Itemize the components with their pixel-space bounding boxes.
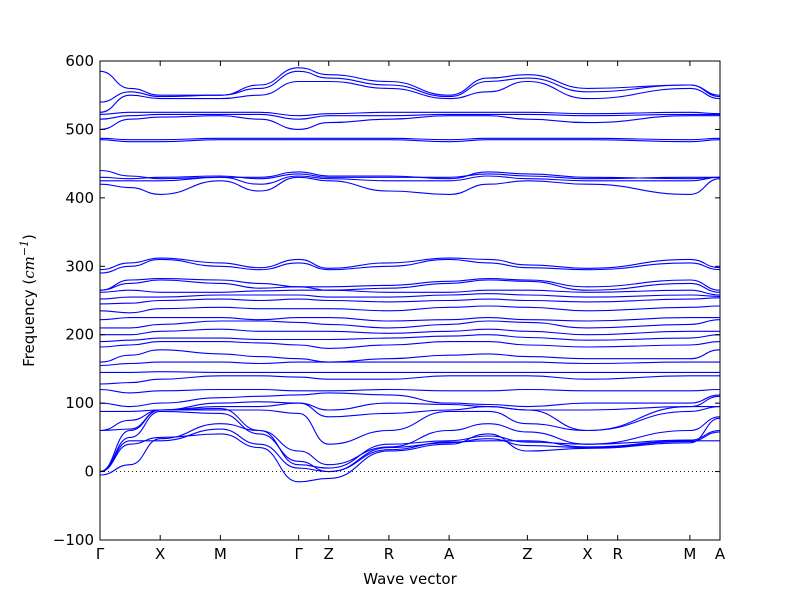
x-tick-label: Z [324,545,334,563]
band-line-30 [99,173,720,180]
y-tick-label: 400 [65,189,94,207]
band-line-33 [99,137,721,141]
y-tick-label: 600 [65,52,94,70]
band-line-20 [99,305,721,314]
y-tick-label: 300 [65,257,94,275]
band-line-19 [99,317,720,322]
x-tick-label: A [444,545,455,563]
band-line-23 [99,289,721,296]
band-line-32 [99,139,721,143]
band-line-17 [100,328,720,336]
band-line-39 [99,67,721,96]
band-line-3 [99,428,720,473]
plot-frame [99,60,721,541]
x-tick-label: X [582,545,592,563]
y-axis-label: Frequency (cm−1) [18,234,38,367]
band-line-38 [99,70,721,103]
x-tick-label: Γ [294,545,303,563]
band-line-13 [99,361,720,367]
x-tick-label: M [683,545,696,563]
band-line-12 [100,371,720,373]
x-tick-label: Z [522,545,532,563]
band-line-5 [99,416,721,476]
band-line-11 [99,375,720,385]
band-line-34 [99,115,720,130]
band-line-8 [99,395,721,412]
y-axis-unit-exponent: −1 [18,240,31,256]
band-line-18 [100,319,721,329]
x-tick-label: A [715,545,726,563]
y-tick-label: 500 [65,120,94,138]
band-line-36 [99,111,721,117]
x-axis-label: Wave vector [363,570,457,588]
band-line-2 [99,410,721,473]
band-line-31 [99,169,721,180]
band-line-29 [100,175,721,185]
x-tick-label: R [612,545,622,563]
x-tick-label: R [384,545,394,563]
y-tick-label: −100 [53,531,94,549]
x-tick-label: X [155,545,165,563]
band-line-9 [99,392,721,408]
band-line-27 [99,257,721,271]
y-axis-unit-base: cm [20,256,38,279]
x-tick-label: M [214,545,227,563]
y-axis-label-text: Frequency [20,289,38,367]
y-tick-label: 200 [65,326,94,344]
band-line-21 [99,297,721,305]
band-line-10 [99,388,721,394]
band-line-28 [99,176,721,195]
band-line-15 [99,341,721,349]
x-tick-label: Γ [96,545,105,563]
y-axis-ticks: −100 0 100 200 300 400 500 600 [53,52,720,549]
band-line-16 [99,334,721,343]
y-tick-label: 0 [84,463,94,481]
y-tick-label: 100 [65,394,94,412]
band-lines [99,67,721,483]
band-line-26 [99,258,721,274]
band-line-35 [99,113,720,120]
band-line-24 [99,279,721,293]
band-line-25 [99,278,721,291]
band-line-14 [99,349,721,363]
band-line-22 [99,293,721,300]
band-line-37 [99,80,721,113]
band-line-4 [99,417,721,483]
